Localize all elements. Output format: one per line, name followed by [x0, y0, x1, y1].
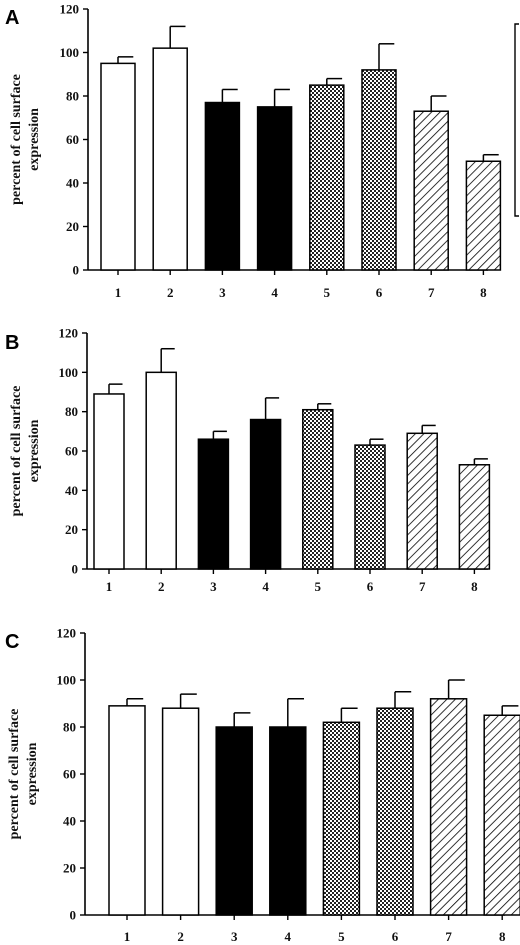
x-tick-label: 3 [219, 285, 226, 300]
x-tick-label: 4 [271, 285, 278, 300]
bar [197, 438, 230, 570]
bar [302, 408, 334, 570]
x-tick-label: 1 [124, 929, 131, 944]
bar [256, 106, 293, 271]
bar [354, 444, 386, 570]
x-tick-label: 8 [499, 929, 506, 944]
bar [361, 69, 397, 271]
y-tick-label: 80 [66, 89, 79, 104]
y-tick-label: 100 [59, 365, 79, 380]
bar [406, 432, 438, 570]
y-axis-label: expression [27, 108, 42, 171]
bar [309, 84, 345, 271]
y-tick-label: 0 [73, 263, 80, 278]
y-tick-label: 20 [66, 219, 79, 234]
y-tick-label: 60 [66, 132, 79, 147]
x-tick-label: 6 [376, 285, 383, 300]
bar [204, 101, 241, 271]
y-tick-label: 40 [65, 483, 78, 498]
bar [100, 62, 136, 271]
y-tick-label: 60 [63, 767, 76, 782]
y-tick-label: 20 [65, 522, 78, 537]
bar [458, 464, 491, 570]
x-tick-label: 6 [392, 929, 399, 944]
bar [93, 393, 125, 570]
bar [249, 418, 282, 570]
y-tick-label: 20 [63, 861, 76, 876]
x-tick-label: 7 [419, 579, 426, 594]
x-tick-label: 8 [480, 285, 487, 300]
bar [215, 726, 253, 916]
x-tick-label: 8 [471, 579, 478, 594]
y-tick-label: 80 [63, 720, 76, 735]
x-tick-label: 5 [338, 929, 345, 944]
legend-box-edge [514, 23, 519, 217]
bar [152, 47, 188, 271]
bar [376, 707, 414, 916]
x-tick-label: 1 [106, 579, 113, 594]
x-tick-label: 2 [158, 579, 165, 594]
y-tick-label: 120 [57, 626, 77, 641]
x-tick-label: 2 [177, 929, 184, 944]
x-tick-label: 2 [167, 285, 174, 300]
y-axis-label: percent of cell surface [7, 709, 22, 840]
bar [145, 371, 177, 570]
y-axis-label: expression [25, 742, 40, 805]
y-tick-label: 80 [65, 404, 78, 419]
x-tick-label: 7 [428, 285, 435, 300]
y-tick-label: 60 [65, 444, 78, 459]
y-tick-label: 100 [57, 673, 77, 688]
y-tick-label: 0 [72, 562, 79, 577]
y-tick-label: 100 [60, 45, 80, 60]
x-tick-label: 3 [210, 579, 217, 594]
y-tick-label: 40 [63, 814, 76, 829]
bar [413, 110, 449, 271]
panel-label: A [5, 7, 19, 29]
y-tick-label: 120 [60, 2, 80, 17]
bar [465, 160, 502, 271]
y-tick-label: 40 [66, 176, 79, 191]
x-tick-label: 6 [367, 579, 374, 594]
panel-label: B [5, 332, 19, 354]
y-axis-label: expression [27, 419, 42, 482]
x-tick-label: 1 [115, 285, 122, 300]
bar [429, 698, 468, 916]
y-tick-label: 0 [70, 908, 77, 923]
x-tick-label: 3 [231, 929, 238, 944]
y-axis-label: percent of cell surface [9, 74, 24, 205]
x-tick-label: 5 [315, 579, 322, 594]
bar [483, 714, 520, 916]
y-tick-label: 120 [59, 326, 79, 341]
bar [269, 726, 307, 916]
bar [161, 707, 200, 916]
bar [108, 705, 146, 916]
x-tick-label: 7 [445, 929, 452, 944]
x-tick-label: 5 [324, 285, 331, 300]
x-tick-label: 4 [262, 579, 269, 594]
panel-label: C [5, 631, 19, 653]
bar [322, 721, 361, 916]
x-tick-label: 4 [285, 929, 292, 944]
y-axis-label: percent of cell surface [9, 386, 24, 517]
